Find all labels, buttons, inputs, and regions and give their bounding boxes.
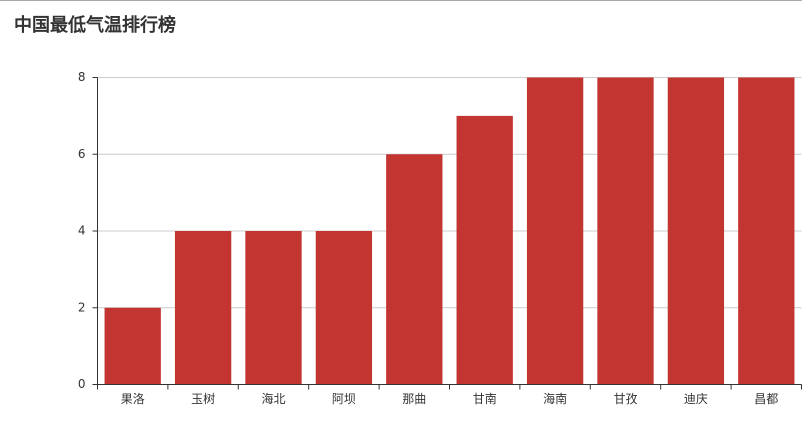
bar [245,231,302,385]
bar [597,77,654,385]
bar [738,77,795,385]
chart-title: 中国最低气温排行榜 [14,14,176,36]
x-tick-label: 那曲 [402,392,426,406]
x-tick-label: 海北 [261,391,285,406]
x-tick-label: 甘南 [473,391,497,406]
bar [456,115,513,385]
bar [315,231,373,385]
bar [174,231,232,385]
bar [104,307,161,385]
bar [667,77,725,385]
x-tick-label: 甘孜 [613,392,637,406]
x-tick-label: 玉树 [191,391,215,406]
x-tick-label: 迪庆 [684,392,708,406]
y-tick-label: 2 [78,300,86,314]
x-tick-label: 海南 [543,391,567,406]
y-tick-label: 8 [78,70,86,84]
x-tick-label: 果洛 [121,391,145,406]
y-tick-label: 4 [78,224,86,238]
bar [526,77,584,385]
y-tick-label: 6 [78,147,86,161]
bar [386,154,443,385]
x-tick-label: 昌都 [754,392,778,406]
y-tick-label: 0 [78,377,86,391]
x-tick-label: 阿坝 [332,392,356,406]
